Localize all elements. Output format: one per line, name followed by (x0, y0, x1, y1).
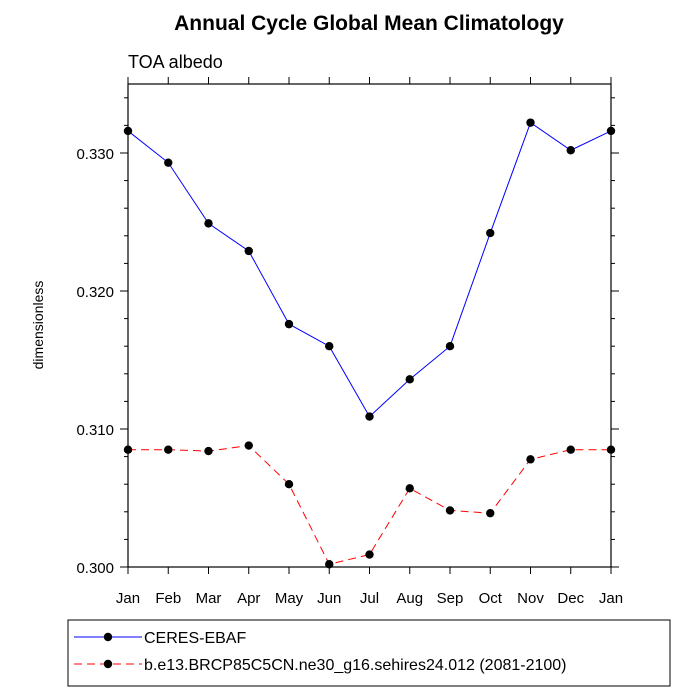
series-1-point (365, 412, 374, 421)
series-1-point (405, 375, 414, 384)
series-1-point (244, 246, 253, 256)
x-tick-label: Aug (396, 590, 423, 607)
series-2-point (445, 506, 455, 515)
x-tick-label: Sep (437, 590, 464, 607)
series-layer (123, 118, 616, 569)
legend: CERES-EBAF b.e13.BRCP85C5CN.ne30_g16.sehi… (67, 619, 671, 687)
y-tick-label: 0.320 (76, 284, 114, 301)
series-1-point (284, 319, 294, 329)
legend-swatch-marker (103, 632, 113, 642)
series-line-1 (127, 121, 612, 418)
x-tick-label: Mar (196, 590, 222, 607)
series-1-point (123, 126, 133, 136)
series-1-point (445, 342, 455, 351)
series-1-point (606, 126, 616, 136)
x-tick-label: Nov (517, 590, 544, 607)
x-tick-label: Dec (557, 590, 584, 607)
series-2-point (204, 446, 213, 456)
series-2-point (486, 508, 495, 518)
legend-label: CERES-EBAF (144, 630, 246, 647)
series-2-point (566, 445, 575, 454)
legend-label: b.e13.BRCP85C5CN.ne30_g16.sehires24.012 … (144, 657, 567, 674)
series-2-point (164, 445, 173, 454)
chart-subtitle: TOA albedo (128, 52, 223, 72)
series-1-point (486, 228, 495, 238)
series-1-point (526, 118, 535, 127)
x-tick-label: Feb (155, 590, 181, 607)
axis-ticks: Jan Feb Mar Apr May Jun Jul Aug Sep Oct Nov Dec Jan0… (76, 77, 623, 607)
series-2-point (365, 550, 374, 559)
series-2-point (526, 455, 535, 464)
chart-title: Annual Cycle Global Mean Climatology (174, 12, 564, 35)
y-axis-label: dimensionless (30, 281, 46, 370)
plot-frame (127, 83, 612, 568)
series-1-point (325, 342, 334, 351)
x-tick-label: Jul (360, 590, 379, 607)
series-2-point (606, 445, 616, 454)
x-tick-label: Jun (317, 590, 341, 607)
series-line-2 (128, 445, 611, 565)
series-1-point (204, 219, 213, 228)
x-tick-label: May (275, 590, 304, 607)
series-2-point (244, 441, 253, 450)
series-2-point (405, 484, 414, 493)
series-2-point (325, 560, 334, 569)
x-tick-label: Apr (237, 590, 260, 607)
x-tick-label: Jan (116, 590, 140, 607)
series-1-point (566, 146, 575, 155)
x-tick-label: Oct (479, 590, 503, 607)
legend-swatch-marker (103, 659, 113, 669)
legend-box (67, 619, 671, 687)
y-tick-label: 0.330 (76, 146, 114, 163)
series-2-point (123, 445, 133, 454)
y-tick-label: 0.310 (76, 422, 114, 439)
series-2-point (284, 480, 294, 489)
y-tick-label: 0.300 (76, 560, 114, 577)
x-tick-label: Jan (599, 590, 623, 607)
series-1-point (164, 158, 173, 167)
